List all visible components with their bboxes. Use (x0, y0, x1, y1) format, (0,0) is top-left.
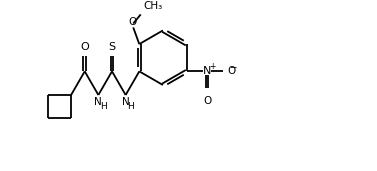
Text: N: N (95, 97, 102, 107)
Text: S: S (109, 42, 116, 52)
Text: +: + (209, 62, 216, 70)
Text: H: H (127, 102, 134, 111)
Text: N: N (203, 66, 211, 76)
Text: O: O (128, 17, 136, 27)
Text: −: − (229, 62, 236, 71)
Text: CH₃: CH₃ (144, 2, 163, 11)
Text: H: H (100, 102, 107, 111)
Text: N: N (122, 97, 130, 107)
Text: O: O (227, 66, 235, 76)
Text: O: O (80, 42, 89, 52)
Text: O: O (203, 96, 211, 106)
